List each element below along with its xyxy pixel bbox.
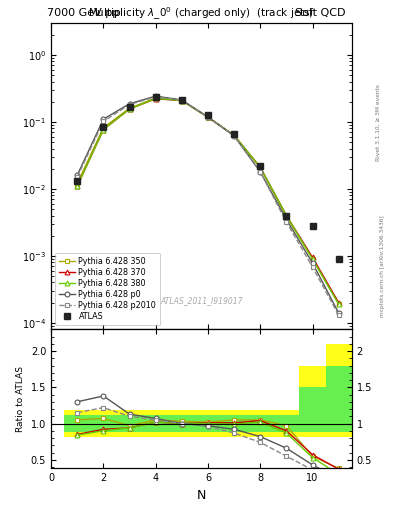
Pythia 6.428 370 (127, 106, 132, 112)
Line: Pythia 6.428 p2010: Pythia 6.428 p2010 (75, 94, 341, 317)
Line: Pythia 6.428 p0: Pythia 6.428 p0 (75, 94, 341, 315)
Pythia 6.428 380 (206, 114, 210, 120)
Text: Rivet 3.1.10, ≥ 3M events: Rivet 3.1.10, ≥ 3M events (375, 84, 380, 161)
Pythia 6.428 350 (336, 301, 341, 307)
Pythia 6.428 350 (232, 132, 237, 138)
Y-axis label: Ratio to ATLAS: Ratio to ATLAS (16, 366, 25, 432)
Pythia 6.428 p2010 (180, 97, 184, 103)
Pythia 6.428 380 (336, 301, 341, 307)
Pythia 6.428 p2010 (336, 312, 341, 318)
Text: mcplots.cern.ch [arXiv:1306.3436]: mcplots.cern.ch [arXiv:1306.3436] (380, 216, 386, 317)
ATLAS (153, 94, 158, 100)
ATLAS (336, 256, 341, 262)
Pythia 6.428 370 (180, 98, 184, 104)
Pythia 6.428 380 (258, 164, 263, 170)
Pythia 6.428 370 (153, 96, 158, 102)
ATLAS (206, 112, 210, 118)
Pythia 6.428 370 (206, 114, 210, 120)
ATLAS (232, 132, 237, 138)
Pythia 6.428 350 (284, 213, 289, 219)
Title: Multiplicity $\lambda\_0^0$ (charged only)  (track jets): Multiplicity $\lambda\_0^0$ (charged onl… (88, 6, 314, 23)
Pythia 6.428 p0 (180, 97, 184, 103)
ATLAS (258, 163, 263, 169)
Line: Pythia 6.428 370: Pythia 6.428 370 (75, 96, 341, 305)
Pythia 6.428 380 (153, 95, 158, 101)
Pythia 6.428 380 (75, 183, 80, 189)
Pythia 6.428 350 (310, 256, 315, 262)
Pythia 6.428 370 (232, 132, 237, 138)
Pythia 6.428 p0 (336, 310, 341, 316)
Pythia 6.428 370 (258, 164, 263, 170)
ATLAS (101, 123, 106, 130)
Pythia 6.428 380 (180, 98, 184, 104)
Pythia 6.428 p0 (127, 101, 132, 107)
Pythia 6.428 p2010 (127, 101, 132, 108)
Pythia 6.428 p0 (232, 133, 237, 139)
Pythia 6.428 350 (127, 105, 132, 111)
Pythia 6.428 370 (284, 212, 289, 219)
Pythia 6.428 380 (101, 126, 106, 133)
Pythia 6.428 p0 (284, 217, 289, 223)
Pythia 6.428 380 (127, 106, 132, 112)
ATLAS (284, 212, 289, 219)
Pythia 6.428 380 (232, 132, 237, 138)
ATLAS (180, 97, 184, 103)
Pythia 6.428 p2010 (232, 133, 237, 139)
Line: Pythia 6.428 380: Pythia 6.428 380 (75, 96, 341, 307)
Pythia 6.428 p0 (258, 169, 263, 175)
Pythia 6.428 350 (101, 124, 106, 131)
Pythia 6.428 350 (153, 95, 158, 101)
Text: Soft QCD: Soft QCD (296, 8, 346, 18)
ATLAS (127, 104, 132, 111)
Legend: Pythia 6.428 350, Pythia 6.428 370, Pythia 6.428 380, Pythia 6.428 p0, Pythia 6.: Pythia 6.428 350, Pythia 6.428 370, Pyth… (55, 253, 160, 325)
Pythia 6.428 370 (310, 254, 315, 261)
Pythia 6.428 p0 (310, 260, 315, 266)
Line: ATLAS: ATLAS (74, 94, 342, 262)
Pythia 6.428 p0 (101, 116, 106, 122)
Line: Pythia 6.428 350: Pythia 6.428 350 (75, 96, 341, 307)
Pythia 6.428 350 (258, 164, 263, 170)
Pythia 6.428 370 (336, 300, 341, 306)
Pythia 6.428 p2010 (258, 169, 263, 175)
Pythia 6.428 p2010 (284, 219, 289, 225)
Pythia 6.428 p0 (153, 93, 158, 99)
Pythia 6.428 p2010 (310, 264, 315, 270)
Text: 7000 GeV pp: 7000 GeV pp (47, 8, 119, 18)
Pythia 6.428 p0 (75, 172, 80, 178)
Pythia 6.428 p2010 (101, 118, 106, 124)
ATLAS (75, 178, 80, 184)
Pythia 6.428 370 (101, 126, 106, 133)
Pythia 6.428 380 (310, 256, 315, 262)
Pythia 6.428 350 (206, 114, 210, 120)
Text: ATLAS_2011_I919017: ATLAS_2011_I919017 (160, 296, 242, 305)
Pythia 6.428 p2010 (153, 94, 158, 100)
Pythia 6.428 350 (180, 97, 184, 103)
Pythia 6.428 p2010 (75, 174, 80, 180)
Pythia 6.428 p2010 (206, 114, 210, 120)
Pythia 6.428 370 (75, 183, 80, 189)
Pythia 6.428 350 (75, 181, 80, 187)
X-axis label: N: N (197, 489, 206, 502)
ATLAS (310, 223, 315, 229)
Pythia 6.428 p0 (206, 114, 210, 120)
Pythia 6.428 380 (284, 212, 289, 219)
